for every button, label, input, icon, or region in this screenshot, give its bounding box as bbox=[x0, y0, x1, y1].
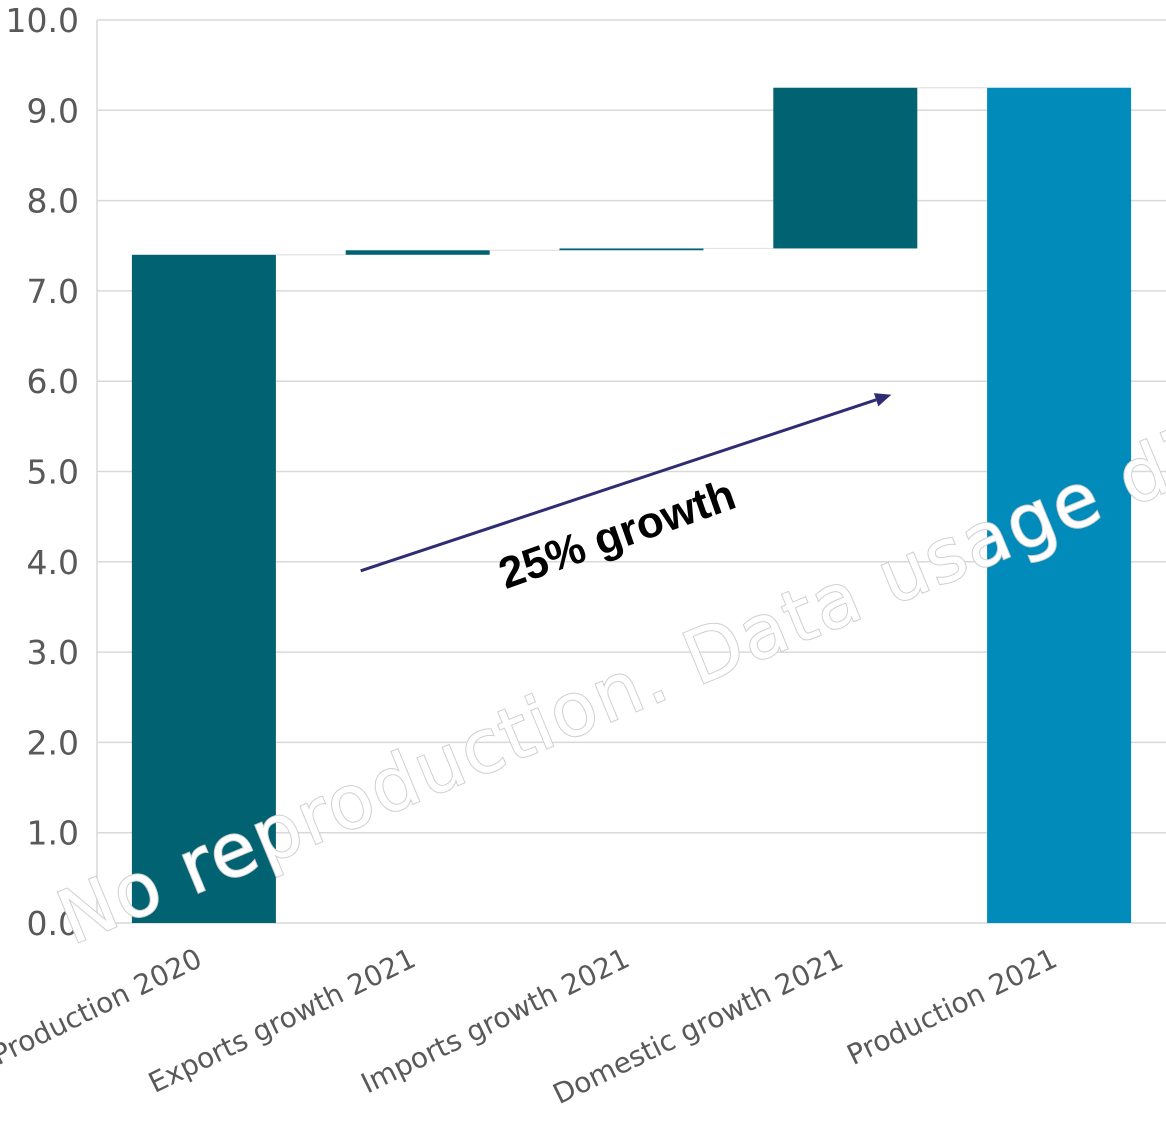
y-tick-label: 1.0 bbox=[27, 814, 79, 853]
y-tick-label: 7.0 bbox=[27, 272, 79, 311]
waterfall-bar bbox=[987, 87, 1132, 924]
y-tick-label: 4.0 bbox=[27, 543, 79, 582]
waterfall-bar bbox=[773, 87, 918, 249]
waterfall-bar bbox=[345, 250, 490, 255]
y-tick-labels: 0.0 1.0 2.0 3.0 4.0 5.0 6.0 7.0 8.0 9.0 10.0 bbox=[6, 1, 79, 943]
bars bbox=[131, 87, 1132, 924]
y-tick-label: 5.0 bbox=[27, 453, 79, 492]
y-tick-label: 8.0 bbox=[27, 182, 79, 221]
y-tick-label: 2.0 bbox=[27, 723, 79, 762]
y-tick-label: 9.0 bbox=[27, 91, 79, 130]
y-tick-label: 0.0 bbox=[27, 904, 79, 943]
growth-arrowhead bbox=[873, 393, 892, 407]
x-category-label: Production 2021 bbox=[842, 942, 1062, 1072]
x-category-label: Production 2020 bbox=[0, 942, 207, 1072]
waterfall-bar bbox=[559, 248, 704, 251]
y-tick-label: 3.0 bbox=[27, 633, 79, 672]
growth-annotation-label: 25% growth bbox=[493, 470, 742, 599]
y-tick-label: 6.0 bbox=[27, 362, 79, 401]
waterfall-bar bbox=[131, 254, 276, 923]
y-tick-label: 10.0 bbox=[6, 1, 79, 40]
growth-arrow bbox=[360, 398, 877, 573]
